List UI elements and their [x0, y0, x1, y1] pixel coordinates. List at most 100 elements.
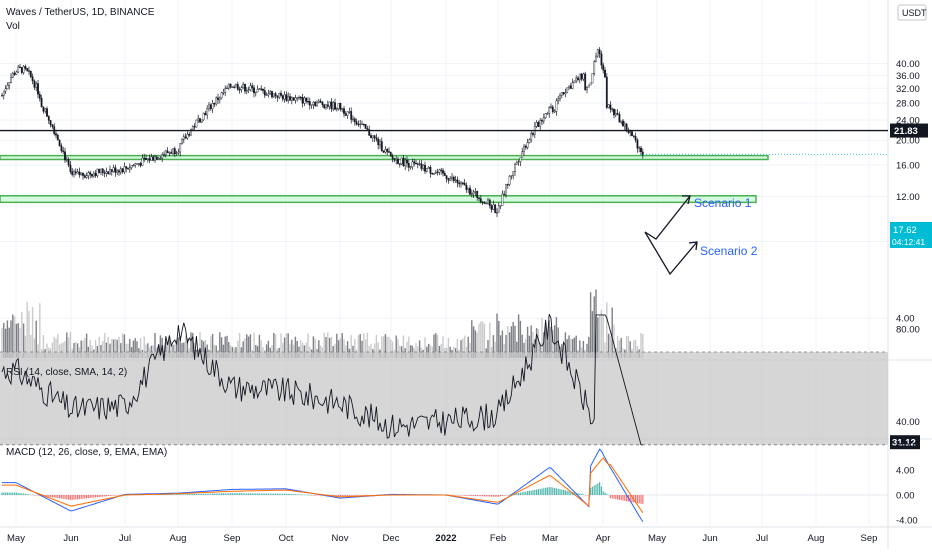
candle-body[interactable]: [362, 123, 365, 125]
candle-body[interactable]: [350, 111, 353, 120]
candle-body[interactable]: [42, 106, 45, 112]
candle-body[interactable]: [49, 120, 52, 125]
candle-body[interactable]: [130, 165, 133, 168]
candle-body[interactable]: [312, 102, 315, 105]
macd-pane[interactable]: [0, 448, 888, 522]
candle-body[interactable]: [222, 92, 225, 94]
candle-body[interactable]: [519, 157, 522, 162]
candle-body[interactable]: [231, 86, 234, 88]
candle-body[interactable]: [103, 172, 106, 174]
candle-body[interactable]: [560, 92, 563, 96]
candle-body[interactable]: [137, 163, 140, 165]
candle-body[interactable]: [609, 104, 612, 110]
candle-body[interactable]: [13, 72, 16, 75]
candle-body[interactable]: [357, 123, 360, 126]
candle-body[interactable]: [474, 190, 477, 193]
candle-body[interactable]: [575, 77, 578, 82]
candle-body[interactable]: [65, 159, 68, 161]
candle-body[interactable]: [393, 158, 396, 161]
candle-body[interactable]: [31, 76, 34, 82]
candle-body[interactable]: [503, 193, 506, 196]
candle-body[interactable]: [537, 122, 540, 127]
candle-body[interactable]: [155, 156, 158, 160]
candle-body[interactable]: [235, 84, 237, 88]
candle-body[interactable]: [544, 113, 547, 118]
candle-body[interactable]: [290, 97, 293, 101]
candle-body[interactable]: [314, 102, 317, 106]
candle-body[interactable]: [605, 76, 608, 108]
candle-body[interactable]: [184, 136, 187, 139]
candle-body[interactable]: [492, 204, 495, 210]
candle-body[interactable]: [488, 199, 491, 206]
candle-body[interactable]: [332, 102, 335, 110]
candle-body[interactable]: [638, 147, 641, 149]
candle-body[interactable]: [55, 133, 57, 136]
candle-body[interactable]: [209, 104, 212, 109]
candle-body[interactable]: [532, 133, 534, 135]
candle-body[interactable]: [94, 173, 97, 176]
scenario-1-path[interactable]: [644, 195, 691, 240]
candle-body[interactable]: [636, 139, 639, 149]
candle-body[interactable]: [226, 87, 228, 90]
candle-body[interactable]: [199, 118, 201, 123]
candle-body[interactable]: [470, 193, 473, 195]
candle-body[interactable]: [274, 93, 277, 97]
candle-body[interactable]: [589, 82, 592, 86]
candle-body[interactable]: [420, 163, 423, 169]
candle-body[interactable]: [380, 141, 383, 151]
candle-body[interactable]: [611, 108, 614, 111]
candle-body[interactable]: [69, 164, 72, 172]
candle-body[interactable]: [584, 73, 587, 90]
candle-body[interactable]: [445, 175, 448, 179]
candle-body[interactable]: [254, 91, 257, 94]
candle-body[interactable]: [233, 86, 236, 88]
candle-body[interactable]: [595, 55, 597, 62]
candle-body[interactable]: [299, 97, 302, 99]
candle-body[interactable]: [46, 108, 48, 117]
candle-body[interactable]: [463, 182, 466, 186]
candle-body[interactable]: [343, 108, 345, 114]
candle-body[interactable]: [123, 166, 126, 173]
candle-body[interactable]: [105, 171, 108, 174]
candle-body[interactable]: [76, 171, 79, 174]
candle-body[interactable]: [289, 96, 291, 101]
candle-body[interactable]: [1, 95, 3, 97]
candle-body[interactable]: [146, 158, 149, 160]
candle-body[interactable]: [341, 108, 344, 110]
candle-body[interactable]: [337, 103, 340, 110]
candle-body[interactable]: [168, 152, 171, 154]
candle-body[interactable]: [641, 151, 644, 155]
candle-body[interactable]: [640, 147, 642, 153]
candle-body[interactable]: [566, 87, 569, 93]
candle-body[interactable]: [244, 83, 246, 92]
candle-body[interactable]: [404, 159, 407, 166]
candle-body[interactable]: [2, 90, 5, 96]
candle-body[interactable]: [208, 104, 210, 109]
candle-body[interactable]: [461, 182, 464, 184]
candle-body[interactable]: [402, 157, 405, 166]
candle-body[interactable]: [308, 101, 311, 106]
candle-body[interactable]: [85, 175, 88, 178]
candle-body[interactable]: [433, 172, 435, 175]
candle-body[interactable]: [224, 88, 227, 93]
candle-body[interactable]: [125, 166, 128, 169]
candle-body[interactable]: [506, 184, 509, 186]
candle-body[interactable]: [607, 104, 610, 108]
candle-body[interactable]: [598, 49, 601, 55]
candle-body[interactable]: [465, 184, 468, 190]
candle-body[interactable]: [413, 161, 416, 164]
candle-body[interactable]: [181, 139, 183, 144]
currency-badge[interactable]: [897, 4, 927, 21]
candle-body[interactable]: [51, 124, 54, 127]
candle-body[interactable]: [19, 66, 21, 68]
candle-body[interactable]: [631, 131, 633, 136]
candle-body[interactable]: [179, 143, 182, 153]
candle-body[interactable]: [577, 77, 579, 80]
candle-body[interactable]: [562, 92, 565, 95]
candle-body[interactable]: [514, 164, 516, 172]
candle-body[interactable]: [238, 89, 241, 91]
candle-body[interactable]: [557, 98, 560, 102]
candle-body[interactable]: [296, 97, 299, 99]
candle-body[interactable]: [121, 168, 124, 173]
